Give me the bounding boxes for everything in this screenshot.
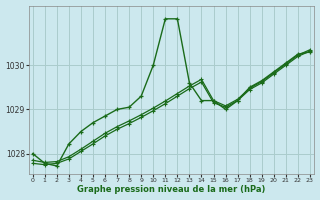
X-axis label: Graphe pression niveau de la mer (hPa): Graphe pression niveau de la mer (hPa) [77, 185, 266, 194]
